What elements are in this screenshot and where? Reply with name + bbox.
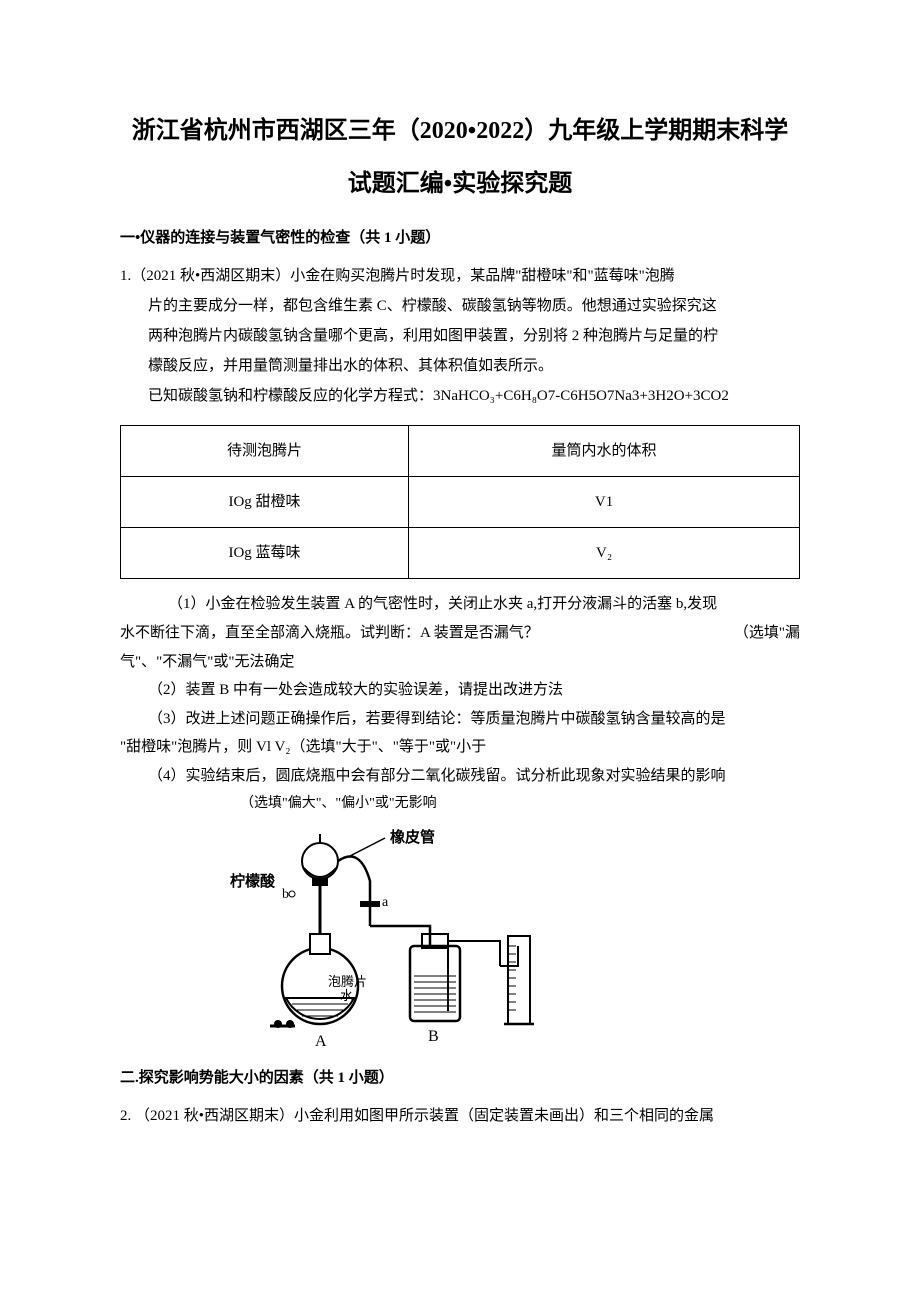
section-1-heading: 一•仪器的连接与装置气密性的检查（共 1 小题）: [120, 226, 800, 247]
td-sample-1: IOg 甜橙味: [121, 477, 409, 528]
question-1: 1.（2021 秋•西湖区期末）小金在购买泡腾片时发现，某品牌"甜橙味"和"蓝莓…: [120, 261, 800, 818]
td-volume-2: V₂: [409, 528, 800, 579]
q1-line2: 片的主要成分一样，都包含维生素 C、柠檬酸、碳酸氢钠等物质。他想通过实验探究这: [120, 291, 800, 321]
q1-sub3-line1: （3）改进上述问题正确操作后，若要得到结论：等质量泡腾片中碳酸氢钠含量较高的是: [120, 705, 800, 734]
q1-sub4-line2: （选填"偏大"、"偏小"或"无影响: [120, 790, 800, 818]
label-citric-acid: 柠檬酸: [230, 872, 276, 890]
q2-line1: 2. （2021 秋•西湖区期末）小金利用如图甲所示装置（固定装置未画出）和三个…: [120, 1108, 714, 1124]
data-table: 待测泡腾片 量筒内水的体积 IOg 甜橙味 V1 IOg 蓝莓味 V₂: [120, 425, 800, 579]
q1-sub3-line2: "甜橙味"泡腾片，则 Vl V₂（选填"大于"、"等于"或"小于: [120, 733, 800, 762]
td-sample-2: IOg 蓝莓味: [121, 528, 409, 579]
q1-sub1-line3: 气"、"不漏气"或"无法确定: [120, 648, 800, 677]
q1-line4: 檬酸反应，并用量筒测量排出水的体积、其体积值如表所示。: [120, 351, 800, 381]
label-a: a: [382, 895, 389, 910]
q1-equation: 已知碳酸氢钠和柠檬酸反应的化学方程式：3NaHCO₃+C6H₈O7-C6H5O7…: [120, 381, 800, 411]
page: 浙江省杭州市西湖区三年（2020•2022）九年级上学期期末科学 试题汇编•实验…: [0, 0, 920, 1179]
title-main: 浙江省杭州市西湖区三年（2020•2022）九年级上学期期末科学: [120, 110, 800, 145]
label-B: B: [428, 1028, 439, 1045]
q1-line3: 两种泡腾片内碳酸氢钠含量哪个更高，利用如图甲装置，分别将 2 种泡腾片与足量的柠: [120, 321, 800, 351]
apparatus-svg: 橡皮管 柠檬酸 b a: [200, 826, 560, 1056]
apparatus-figure: 橡皮管 柠檬酸 b a: [200, 826, 800, 1056]
q1-sub4-line1: （4）实验结束后，圆底烧瓶中会有部分二氧化碳残留。试分析此现象对实验结果的影响: [120, 762, 800, 791]
table-header-row: 待测泡腾片 量筒内水的体积: [121, 426, 800, 477]
q1-sub1b-right: （选填"漏: [734, 619, 800, 648]
q1-sub1-line1: （1）小金在检验发生装置 A 的气密性时，关闭止水夹 a,打开分液漏斗的活塞 b…: [120, 589, 800, 619]
th-volume: 量筒内水的体积: [409, 426, 800, 477]
label-foam-tablet: 泡腾片: [328, 974, 367, 989]
table-row: IOg 甜橙味 V1: [121, 477, 800, 528]
section-2-heading: 二.探究影响势能大小的因素（共 1 小题）: [120, 1066, 800, 1087]
q1-sub1b-left: 水不断往下滴，直至全部滴入烧瓶。试判断：A 装置是否漏气？: [120, 619, 539, 648]
label-water: 水: [340, 988, 353, 1003]
th-sample: 待测泡腾片: [121, 426, 409, 477]
q1-sub2: （2）装置 B 中有一处会造成较大的实验误差，请提出改进方法: [120, 676, 800, 705]
q1-line1: 1.（2021 秋•西湖区期末）小金在购买泡腾片时发现，某品牌"甜橙味"和"蓝莓…: [120, 261, 800, 291]
td-volume-1: V1: [409, 477, 800, 528]
table-row: IOg 蓝莓味 V₂: [121, 528, 800, 579]
question-2: 2. （2021 秋•西湖区期末）小金利用如图甲所示装置（固定装置未画出）和三个…: [120, 1101, 800, 1131]
label-b: b: [282, 887, 289, 902]
q1-sub1-line2: 水不断往下滴，直至全部滴入烧瓶。试判断：A 装置是否漏气？ （选填"漏: [120, 619, 800, 648]
label-rubber-tube: 橡皮管: [390, 828, 435, 846]
label-A: A: [315, 1033, 327, 1050]
title-sub: 试题汇编•实验探究题: [120, 163, 800, 198]
